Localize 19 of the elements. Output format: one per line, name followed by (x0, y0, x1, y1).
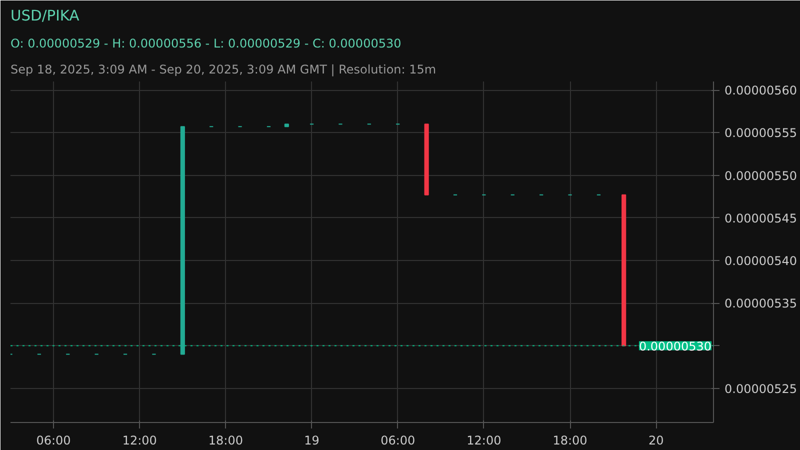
y-tick-label: 0.00000540 (724, 254, 798, 268)
y-tick-label: 0.00000525 (724, 382, 798, 396)
y-tick-label: 0.00000555 (724, 126, 798, 140)
x-tick-label: 12:00 (122, 434, 157, 448)
y-tick-label: 0.00000560 (724, 84, 798, 98)
chart-subtitle: O: 0.00000529 - H: 0.00000556 - L: 0.00000529 - C: 0.00000530 (10, 36, 402, 50)
x-tick-label: 06:00 (380, 434, 416, 448)
text: Sep 18, 2025, 3:09 AM - Sep 20, 2025, 3:09 AM GMT | Resolution: 15m (10, 62, 436, 76)
chart-title: USD/PIKA (10, 8, 80, 24)
x-tick-label: 06:00 (36, 434, 71, 448)
y-tick-label: 0.00000550 (724, 168, 798, 183)
x-tick-label: 18:00 (208, 434, 244, 448)
x-tick-label: 20 (648, 434, 664, 448)
y-tick-label: 0.00000535 (724, 296, 798, 311)
ref-line-label: 0.00000530 (638, 339, 712, 354)
x-tick-label: 12:00 (466, 434, 502, 448)
x-tick-label: 19 (304, 434, 320, 448)
y-tick-label: 0.00000545 (724, 211, 798, 226)
x-tick-label: 18:00 (552, 434, 588, 448)
